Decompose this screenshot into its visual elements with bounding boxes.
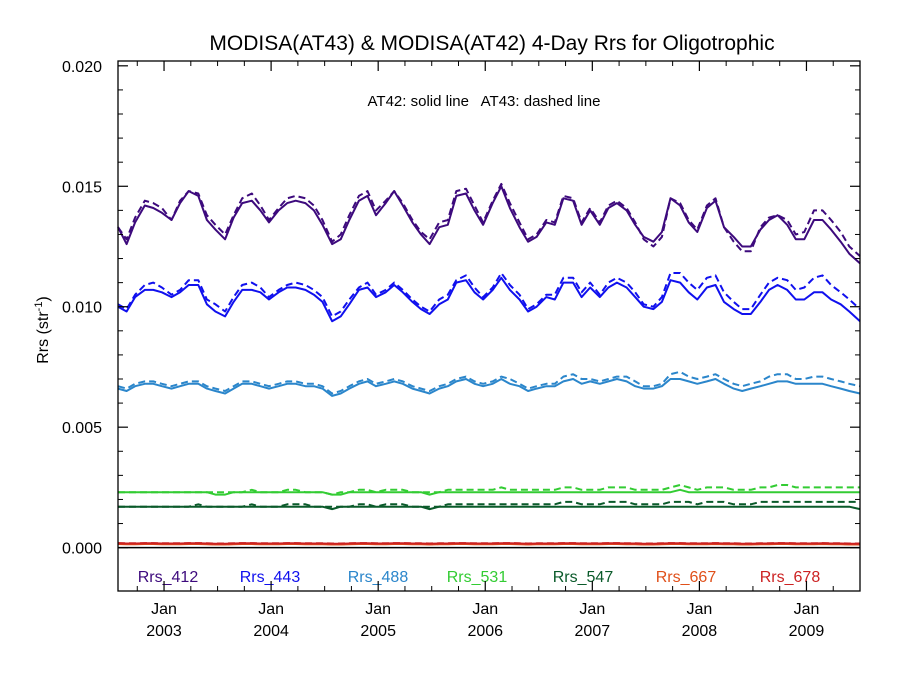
line-style-annotation: AT42: solid line AT43: dashed line [368,93,601,110]
rrs-443-dashed-line [117,272,861,318]
y-axis-label-end: ) [35,296,52,301]
rrs-547-dashed-line [118,500,860,508]
y-axis-label: Rrs (str-1) [33,296,52,364]
chart-title: MODISA(AT43) & MODISA(AT42) 4-Day Rrs fo… [209,32,774,55]
x-tick-label-month: Jan [794,601,820,618]
legend: Rrs_412 Rrs_443 Rrs_488 Rrs_531 Rrs_547 Rrs_6… [138,569,821,586]
x-tick-label-year: 2004 [253,623,289,640]
y-axis-label-sup: -1 [33,302,45,312]
y-tick-label: 0.020 [62,59,102,76]
plot-frame [117,60,861,592]
x-tick-label-month: Jan [686,601,712,618]
legend-rrs-667: Rrs_667 [656,569,717,586]
x-tick-label-year: 2005 [360,623,396,640]
x-tick-label-month: Jan [472,601,498,618]
y-tick-label: 0.010 [62,300,102,317]
y-tick-label: 0.005 [62,420,102,437]
y-axis-label-main: Rrs (str [35,311,52,364]
legend-rrs-531: Rrs_531 [447,569,508,586]
rrs-443-solid-line [117,276,861,323]
x-tick-label-year: 2003 [146,623,182,640]
x-tick-label-month: Jan [151,601,177,618]
rrs-412-dashed-line [117,182,861,257]
legend-rrs-412: Rrs_412 [138,569,199,586]
legend-rrs-547: Rrs_547 [553,569,614,586]
axes: 0.000 0.005 0.010 0.015 0.020 Jan 2003 Jan 2004 J… [62,59,861,640]
legend-rrs-488: Rrs_488 [348,569,409,586]
y-tick-label: 0.015 [62,179,102,196]
legend-rrs-678: Rrs_678 [760,569,821,586]
rrs-531-dashed-line [118,484,860,496]
rrs-488-dashed-line [117,370,861,395]
x-tick-label-year: 2006 [467,623,503,640]
x-tick-label-month: Jan [579,601,605,618]
plot-area [117,182,861,549]
x-tick-label-year: 2008 [682,623,718,640]
rrs-488-solid-line [117,378,861,397]
y-tick-label: 0.000 [62,541,102,558]
x-tick-label-month: Jan [258,601,284,618]
legend-rrs-443: Rrs_443 [240,569,301,586]
x-tick-label-year: 2009 [789,623,825,640]
x-tick-label-year: 2007 [575,623,611,640]
x-tick-label-month: Jan [365,601,391,618]
